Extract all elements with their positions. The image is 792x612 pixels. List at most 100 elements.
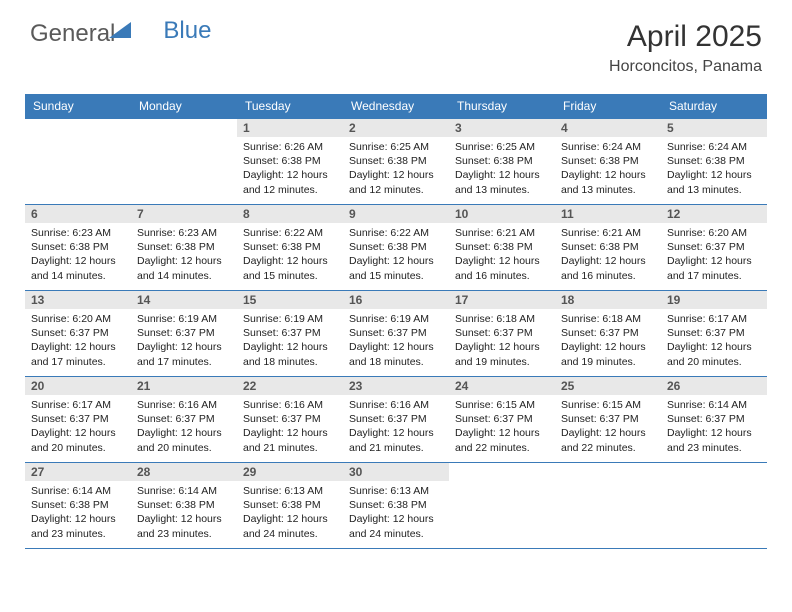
calendar-cell: 11Sunrise: 6:21 AMSunset: 6:38 PMDayligh… — [555, 205, 661, 291]
day-number: 25 — [555, 377, 661, 395]
day-number: 26 — [661, 377, 767, 395]
title-block: April 2025 Horconcitos, Panama — [609, 20, 762, 76]
calendar-head: SundayMondayTuesdayWednesdayThursdayFrid… — [25, 94, 767, 119]
calendar-cell: 15Sunrise: 6:19 AMSunset: 6:37 PMDayligh… — [237, 291, 343, 377]
calendar-row: 6Sunrise: 6:23 AMSunset: 6:38 PMDaylight… — [25, 205, 767, 291]
day-data: Sunrise: 6:21 AMSunset: 6:38 PMDaylight:… — [449, 223, 555, 287]
calendar-row: 1Sunrise: 6:26 AMSunset: 6:38 PMDaylight… — [25, 119, 767, 205]
day-number: 19 — [661, 291, 767, 309]
day-number: 13 — [25, 291, 131, 309]
calendar-cell: 27Sunrise: 6:14 AMSunset: 6:38 PMDayligh… — [25, 463, 131, 549]
weekday-header: Saturday — [661, 94, 767, 119]
logo-triangle-icon — [109, 22, 131, 43]
day-number: 20 — [25, 377, 131, 395]
calendar-cell: 18Sunrise: 6:18 AMSunset: 6:37 PMDayligh… — [555, 291, 661, 377]
day-data: Sunrise: 6:14 AMSunset: 6:37 PMDaylight:… — [661, 395, 767, 459]
calendar-cell: 8Sunrise: 6:22 AMSunset: 6:38 PMDaylight… — [237, 205, 343, 291]
day-data: Sunrise: 6:16 AMSunset: 6:37 PMDaylight:… — [343, 395, 449, 459]
day-number: 9 — [343, 205, 449, 223]
day-data: Sunrise: 6:13 AMSunset: 6:38 PMDaylight:… — [343, 481, 449, 545]
day-number: 21 — [131, 377, 237, 395]
day-number: 1 — [237, 119, 343, 137]
logo: General Blue — [30, 20, 211, 48]
day-number: 22 — [237, 377, 343, 395]
day-number: 18 — [555, 291, 661, 309]
day-number: 24 — [449, 377, 555, 395]
calendar-body: 1Sunrise: 6:26 AMSunset: 6:38 PMDaylight… — [25, 119, 767, 549]
day-data: Sunrise: 6:24 AMSunset: 6:38 PMDaylight:… — [661, 137, 767, 201]
calendar-cell: 16Sunrise: 6:19 AMSunset: 6:37 PMDayligh… — [343, 291, 449, 377]
day-number: 23 — [343, 377, 449, 395]
weekday-header: Tuesday — [237, 94, 343, 119]
calendar-cell: 12Sunrise: 6:20 AMSunset: 6:37 PMDayligh… — [661, 205, 767, 291]
day-data: Sunrise: 6:15 AMSunset: 6:37 PMDaylight:… — [449, 395, 555, 459]
day-number: 3 — [449, 119, 555, 137]
day-data: Sunrise: 6:19 AMSunset: 6:37 PMDaylight:… — [131, 309, 237, 373]
day-data: Sunrise: 6:15 AMSunset: 6:37 PMDaylight:… — [555, 395, 661, 459]
calendar-row: 27Sunrise: 6:14 AMSunset: 6:38 PMDayligh… — [25, 463, 767, 549]
calendar-cell: 24Sunrise: 6:15 AMSunset: 6:37 PMDayligh… — [449, 377, 555, 463]
calendar-cell: 6Sunrise: 6:23 AMSunset: 6:38 PMDaylight… — [25, 205, 131, 291]
calendar-cell: 9Sunrise: 6:22 AMSunset: 6:38 PMDaylight… — [343, 205, 449, 291]
day-number: 7 — [131, 205, 237, 223]
day-data: Sunrise: 6:24 AMSunset: 6:38 PMDaylight:… — [555, 137, 661, 201]
day-data: Sunrise: 6:25 AMSunset: 6:38 PMDaylight:… — [449, 137, 555, 201]
calendar-table: SundayMondayTuesdayWednesdayThursdayFrid… — [25, 94, 767, 549]
day-number: 11 — [555, 205, 661, 223]
calendar-cell: 30Sunrise: 6:13 AMSunset: 6:38 PMDayligh… — [343, 463, 449, 549]
day-data: Sunrise: 6:20 AMSunset: 6:37 PMDaylight:… — [661, 223, 767, 287]
day-data: Sunrise: 6:26 AMSunset: 6:38 PMDaylight:… — [237, 137, 343, 201]
day-number: 4 — [555, 119, 661, 137]
calendar-cell: 22Sunrise: 6:16 AMSunset: 6:37 PMDayligh… — [237, 377, 343, 463]
calendar-cell: 14Sunrise: 6:19 AMSunset: 6:37 PMDayligh… — [131, 291, 237, 377]
calendar-cell: 28Sunrise: 6:14 AMSunset: 6:38 PMDayligh… — [131, 463, 237, 549]
calendar-cell: 20Sunrise: 6:17 AMSunset: 6:37 PMDayligh… — [25, 377, 131, 463]
calendar-cell: 3Sunrise: 6:25 AMSunset: 6:38 PMDaylight… — [449, 119, 555, 205]
calendar-cell — [555, 463, 661, 549]
day-data: Sunrise: 6:22 AMSunset: 6:38 PMDaylight:… — [343, 223, 449, 287]
day-data: Sunrise: 6:25 AMSunset: 6:38 PMDaylight:… — [343, 137, 449, 201]
calendar-row: 13Sunrise: 6:20 AMSunset: 6:37 PMDayligh… — [25, 291, 767, 377]
calendar-cell: 4Sunrise: 6:24 AMSunset: 6:38 PMDaylight… — [555, 119, 661, 205]
day-number: 2 — [343, 119, 449, 137]
calendar-cell: 2Sunrise: 6:25 AMSunset: 6:38 PMDaylight… — [343, 119, 449, 205]
day-data: Sunrise: 6:17 AMSunset: 6:37 PMDaylight:… — [25, 395, 131, 459]
logo-text-blue: Blue — [163, 17, 211, 45]
weekday-header: Friday — [555, 94, 661, 119]
weekday-header: Sunday — [25, 94, 131, 119]
day-data: Sunrise: 6:13 AMSunset: 6:38 PMDaylight:… — [237, 481, 343, 545]
day-number: 15 — [237, 291, 343, 309]
calendar-cell: 13Sunrise: 6:20 AMSunset: 6:37 PMDayligh… — [25, 291, 131, 377]
day-data: Sunrise: 6:16 AMSunset: 6:37 PMDaylight:… — [131, 395, 237, 459]
day-number: 16 — [343, 291, 449, 309]
calendar-cell: 26Sunrise: 6:14 AMSunset: 6:37 PMDayligh… — [661, 377, 767, 463]
page-title: April 2025 — [609, 20, 762, 54]
calendar-cell: 17Sunrise: 6:18 AMSunset: 6:37 PMDayligh… — [449, 291, 555, 377]
weekday-header: Thursday — [449, 94, 555, 119]
day-data: Sunrise: 6:14 AMSunset: 6:38 PMDaylight:… — [25, 481, 131, 545]
day-data: Sunrise: 6:22 AMSunset: 6:38 PMDaylight:… — [237, 223, 343, 287]
day-number: 6 — [25, 205, 131, 223]
day-number: 17 — [449, 291, 555, 309]
calendar-cell: 21Sunrise: 6:16 AMSunset: 6:37 PMDayligh… — [131, 377, 237, 463]
calendar-cell: 29Sunrise: 6:13 AMSunset: 6:38 PMDayligh… — [237, 463, 343, 549]
calendar-cell: 7Sunrise: 6:23 AMSunset: 6:38 PMDaylight… — [131, 205, 237, 291]
header: General Blue April 2025 Horconcitos, Pan… — [0, 0, 792, 86]
calendar-cell — [449, 463, 555, 549]
day-number: 28 — [131, 463, 237, 481]
day-data: Sunrise: 6:18 AMSunset: 6:37 PMDaylight:… — [449, 309, 555, 373]
calendar-cell: 23Sunrise: 6:16 AMSunset: 6:37 PMDayligh… — [343, 377, 449, 463]
day-number: 14 — [131, 291, 237, 309]
calendar-cell: 1Sunrise: 6:26 AMSunset: 6:38 PMDaylight… — [237, 119, 343, 205]
calendar-cell — [661, 463, 767, 549]
weekday-header: Monday — [131, 94, 237, 119]
calendar-cell — [25, 119, 131, 205]
location-text: Horconcitos, Panama — [609, 58, 762, 76]
day-data: Sunrise: 6:16 AMSunset: 6:37 PMDaylight:… — [237, 395, 343, 459]
calendar-cell — [131, 119, 237, 205]
day-number: 8 — [237, 205, 343, 223]
day-number: 30 — [343, 463, 449, 481]
calendar-cell: 10Sunrise: 6:21 AMSunset: 6:38 PMDayligh… — [449, 205, 555, 291]
day-data: Sunrise: 6:19 AMSunset: 6:37 PMDaylight:… — [343, 309, 449, 373]
day-data: Sunrise: 6:21 AMSunset: 6:38 PMDaylight:… — [555, 223, 661, 287]
